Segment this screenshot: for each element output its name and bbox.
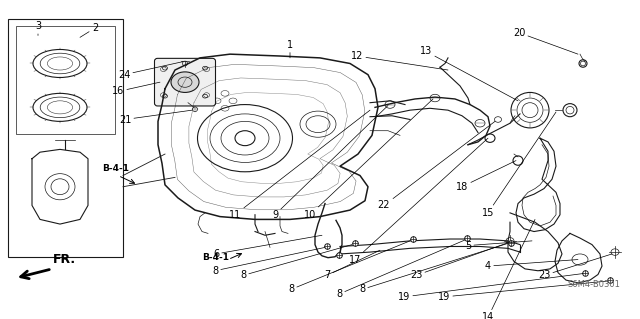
Text: 9: 9 — [272, 106, 388, 220]
Text: 19: 19 — [398, 274, 583, 302]
Text: 8: 8 — [212, 248, 325, 276]
Bar — [8, 19, 123, 257]
Text: 23: 23 — [410, 243, 508, 280]
Text: 8: 8 — [359, 244, 507, 294]
Text: B-4-1: B-4-1 — [202, 253, 229, 262]
Text: 11: 11 — [229, 110, 370, 220]
FancyBboxPatch shape — [154, 58, 216, 106]
Text: 22: 22 — [378, 121, 495, 211]
Text: 24: 24 — [118, 62, 183, 80]
Text: 12: 12 — [351, 51, 448, 70]
Text: 18: 18 — [456, 160, 516, 192]
Text: 1: 1 — [287, 40, 293, 58]
Text: 8: 8 — [240, 245, 352, 280]
Text: 14: 14 — [482, 219, 535, 319]
Text: 2: 2 — [80, 23, 98, 37]
Text: 20: 20 — [513, 28, 578, 54]
Text: 17: 17 — [349, 138, 488, 264]
Ellipse shape — [171, 72, 199, 93]
Text: B-4-1: B-4-1 — [102, 164, 129, 173]
Bar — [16, 26, 115, 134]
Text: 15: 15 — [482, 112, 556, 218]
Text: 19: 19 — [438, 281, 608, 302]
Text: FR.: FR. — [53, 253, 76, 266]
Text: 8: 8 — [336, 240, 465, 299]
Text: 16: 16 — [112, 82, 160, 96]
Text: 21: 21 — [119, 110, 192, 124]
Text: 10: 10 — [304, 99, 433, 220]
Text: 13: 13 — [420, 46, 518, 101]
Text: 8: 8 — [288, 241, 410, 294]
Text: 3: 3 — [35, 21, 41, 35]
Text: 23: 23 — [538, 254, 612, 280]
Text: 5: 5 — [465, 241, 532, 250]
Text: 6: 6 — [213, 235, 322, 259]
Text: 4: 4 — [485, 260, 578, 271]
Text: S6M4-B0301: S6M4-B0301 — [567, 280, 620, 289]
Text: 7: 7 — [324, 250, 380, 280]
